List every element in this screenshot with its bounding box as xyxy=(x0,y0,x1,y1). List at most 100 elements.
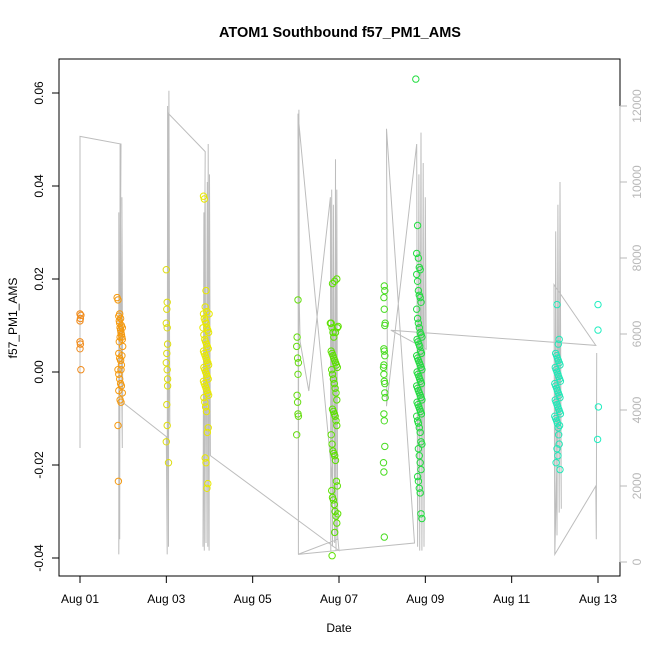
data-point xyxy=(380,468,388,476)
data-point xyxy=(327,319,335,327)
secondary-series-layer xyxy=(79,90,598,557)
data-point xyxy=(115,338,124,346)
chart-title: ATOM1 Southbound f57_PM1_AMS xyxy=(219,25,461,41)
data-point xyxy=(413,305,421,313)
data-point xyxy=(76,310,84,318)
data-point xyxy=(294,359,303,367)
data-point xyxy=(330,500,338,509)
data-point xyxy=(330,379,338,388)
data-point xyxy=(332,389,340,397)
data-point xyxy=(202,459,210,467)
data-point xyxy=(77,366,85,374)
data-point xyxy=(76,345,84,353)
data-points-layer xyxy=(76,75,603,560)
data-point xyxy=(380,293,388,302)
data-point xyxy=(331,412,339,420)
data-point xyxy=(414,445,423,453)
data-point xyxy=(163,366,171,374)
data-point xyxy=(380,410,388,418)
data-point xyxy=(200,393,208,402)
data-point xyxy=(555,440,563,448)
data-point xyxy=(379,459,388,467)
data-point xyxy=(163,298,171,306)
data-point xyxy=(328,279,337,288)
data-point xyxy=(418,396,426,404)
data-point xyxy=(380,417,388,425)
data-point xyxy=(331,384,339,392)
data-point xyxy=(115,370,123,378)
data-point xyxy=(204,345,212,353)
data-point xyxy=(381,393,389,402)
data-point xyxy=(162,438,171,446)
y2-tick-label: 8000 xyxy=(630,244,644,271)
secondary-series-line xyxy=(79,90,598,557)
data-point xyxy=(554,452,562,460)
y2-tick-label: 0 xyxy=(630,558,644,565)
data-point xyxy=(416,489,424,497)
data-point xyxy=(114,296,122,304)
data-point xyxy=(162,359,171,367)
data-point xyxy=(416,459,424,467)
data-point xyxy=(117,361,126,369)
data-point xyxy=(328,440,336,448)
data-point xyxy=(555,335,563,344)
data-point xyxy=(76,317,84,325)
data-point xyxy=(553,445,561,453)
data-point xyxy=(413,221,422,230)
data-point xyxy=(163,400,171,409)
data-point xyxy=(413,412,421,420)
data-point xyxy=(380,533,388,541)
data-point xyxy=(594,326,602,334)
data-point xyxy=(201,454,209,462)
y-tick-label: -0.02 xyxy=(32,451,46,479)
data-point xyxy=(553,300,561,309)
data-point xyxy=(414,286,423,295)
data-point xyxy=(417,379,426,388)
data-point xyxy=(553,419,562,427)
series-2 xyxy=(162,266,173,467)
data-point xyxy=(381,286,389,295)
data-point xyxy=(414,419,423,427)
data-point xyxy=(380,347,388,355)
data-point xyxy=(201,403,210,411)
series-8 xyxy=(551,300,565,474)
series-5 xyxy=(326,275,342,560)
data-point xyxy=(416,428,424,437)
data-point xyxy=(202,407,211,416)
data-point xyxy=(162,266,171,274)
data-point xyxy=(293,342,301,351)
data-point xyxy=(333,519,341,527)
data-point xyxy=(334,510,342,518)
data-point xyxy=(199,324,207,332)
data-point xyxy=(331,507,339,516)
y-tick-label: 0.06 xyxy=(32,81,46,105)
data-point xyxy=(415,452,423,460)
data-point xyxy=(329,328,337,337)
data-point xyxy=(114,366,122,374)
data-point xyxy=(293,398,302,406)
data-point xyxy=(329,375,338,383)
data-point xyxy=(380,361,388,369)
data-point xyxy=(204,424,212,432)
data-point xyxy=(417,298,425,306)
data-point xyxy=(162,319,171,327)
y-tick-label: -0.04 xyxy=(32,544,46,572)
data-point xyxy=(556,465,564,474)
data-point xyxy=(331,452,339,460)
data-point xyxy=(594,300,602,309)
x-axis-label: Date xyxy=(326,621,352,635)
y-tick-label: 0.04 xyxy=(32,174,46,198)
data-point xyxy=(414,254,423,262)
data-point xyxy=(416,342,424,351)
data-point xyxy=(204,328,213,337)
y-tick-label: 0.00 xyxy=(32,360,46,384)
data-point xyxy=(205,310,213,318)
y2-tick-label: 2000 xyxy=(630,472,644,499)
y-axis: -0.04 -0.02 0.00 0.02 0.04 0.06 xyxy=(32,81,60,572)
data-point xyxy=(334,322,342,331)
data-point xyxy=(328,366,336,374)
y2-tick-label: 12000 xyxy=(630,89,644,123)
data-point xyxy=(202,286,210,295)
series-1 xyxy=(113,293,127,485)
data-point xyxy=(114,477,123,485)
